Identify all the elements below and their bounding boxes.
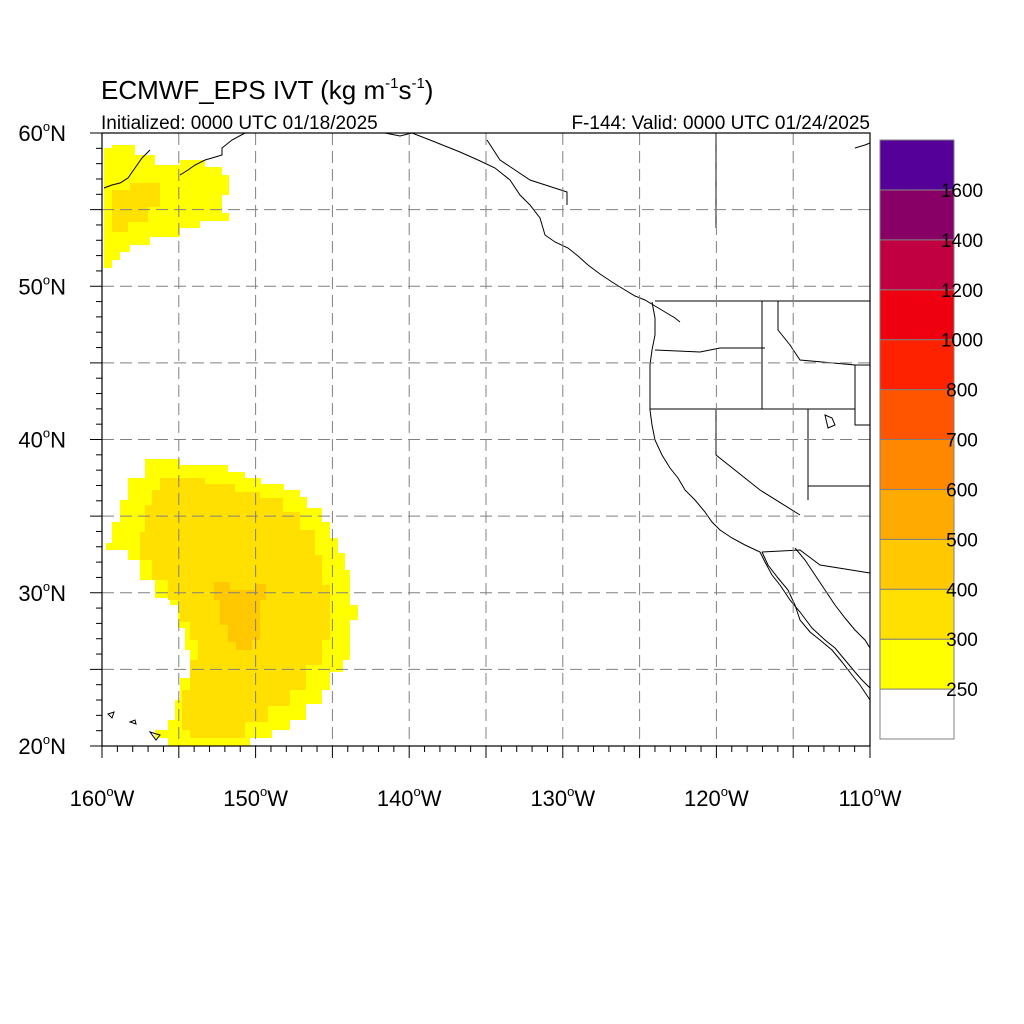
init-time-label: Initialized: 0000 UTC 01/18/2025 [101,113,378,134]
border-us-mexico [761,549,871,574]
latitude-label: 30oN [18,579,66,606]
ivt-region-north-250 [104,145,229,268]
coastline-british-columbia [384,132,681,323]
ivt-region-south-400 [214,582,266,650]
coastline-baja [761,551,871,701]
colorbar-label: 700 [946,431,978,452]
colorbar-label: 1000 [941,331,983,352]
ivt-shading-south [106,459,358,746]
colorbar-swatch [879,588,955,640]
border-idaho [761,301,856,409]
longitude-label: 110oW [838,784,901,811]
colorbar-label: 400 [946,580,978,601]
longitude-label: 150oW [223,784,288,811]
ivt-shading-north [104,145,229,268]
coastline-gulf-california [794,547,871,649]
longitude-label: 160oW [70,784,135,811]
coastline-west-us [649,301,871,689]
map-frame [101,132,871,747]
colorbar-label: 1600 [941,181,983,202]
colorbar-label: 500 [946,530,978,551]
colorbar-swatch [879,538,955,590]
colorbar-swatch [879,688,955,740]
colorbar-swatch [879,389,955,441]
latitude-label: 40oN [18,426,66,453]
colorbar-swatch [879,189,955,241]
colorbar-swatch [879,488,955,540]
colorbar-label: 1200 [941,281,983,302]
colorbar-label: 800 [946,381,978,402]
longitude-label: 140oW [377,784,442,811]
colorbar-label: 250 [946,680,978,701]
colorbar-label: 1400 [941,231,983,252]
map-title: ECMWF_EPS IVT (kg m-1s-1) [101,75,433,105]
coastline-alaska [103,132,246,189]
latitude-label: 60oN [18,119,66,146]
colorbar-label: 600 [946,480,978,501]
border-wa-or [654,347,765,353]
gridlines [102,133,870,746]
axis-ticks [90,132,871,758]
longitude-label: 130oW [530,784,595,811]
valid-time-label: F-144: Valid: 0000 UTC 01/24/2025 [571,113,870,134]
latitude-label: 20oN [18,732,66,759]
coastline-islands [107,142,871,741]
ivt-region-north-300 [112,183,160,232]
border-arizona [808,409,870,487]
colorbar-label: 300 [946,630,978,651]
latitude-labels: 60oN 50oN 40oN 30oN 20oN [18,119,66,759]
coastlines [103,132,871,741]
colorbar-swatch [879,439,955,490]
colorbar-swatch [879,139,955,191]
latitude-label: 50oN [18,272,66,299]
longitude-labels: 160oW 150oW 140oW 130oW 120oW 110oW [70,784,902,811]
map-panel [90,132,871,758]
colorbar-swatch [879,638,955,690]
colorbar: 250 300 400 500 600 700 800 1000 1200 1400 1600 [879,139,983,740]
longitude-label: 120oW [684,784,749,811]
